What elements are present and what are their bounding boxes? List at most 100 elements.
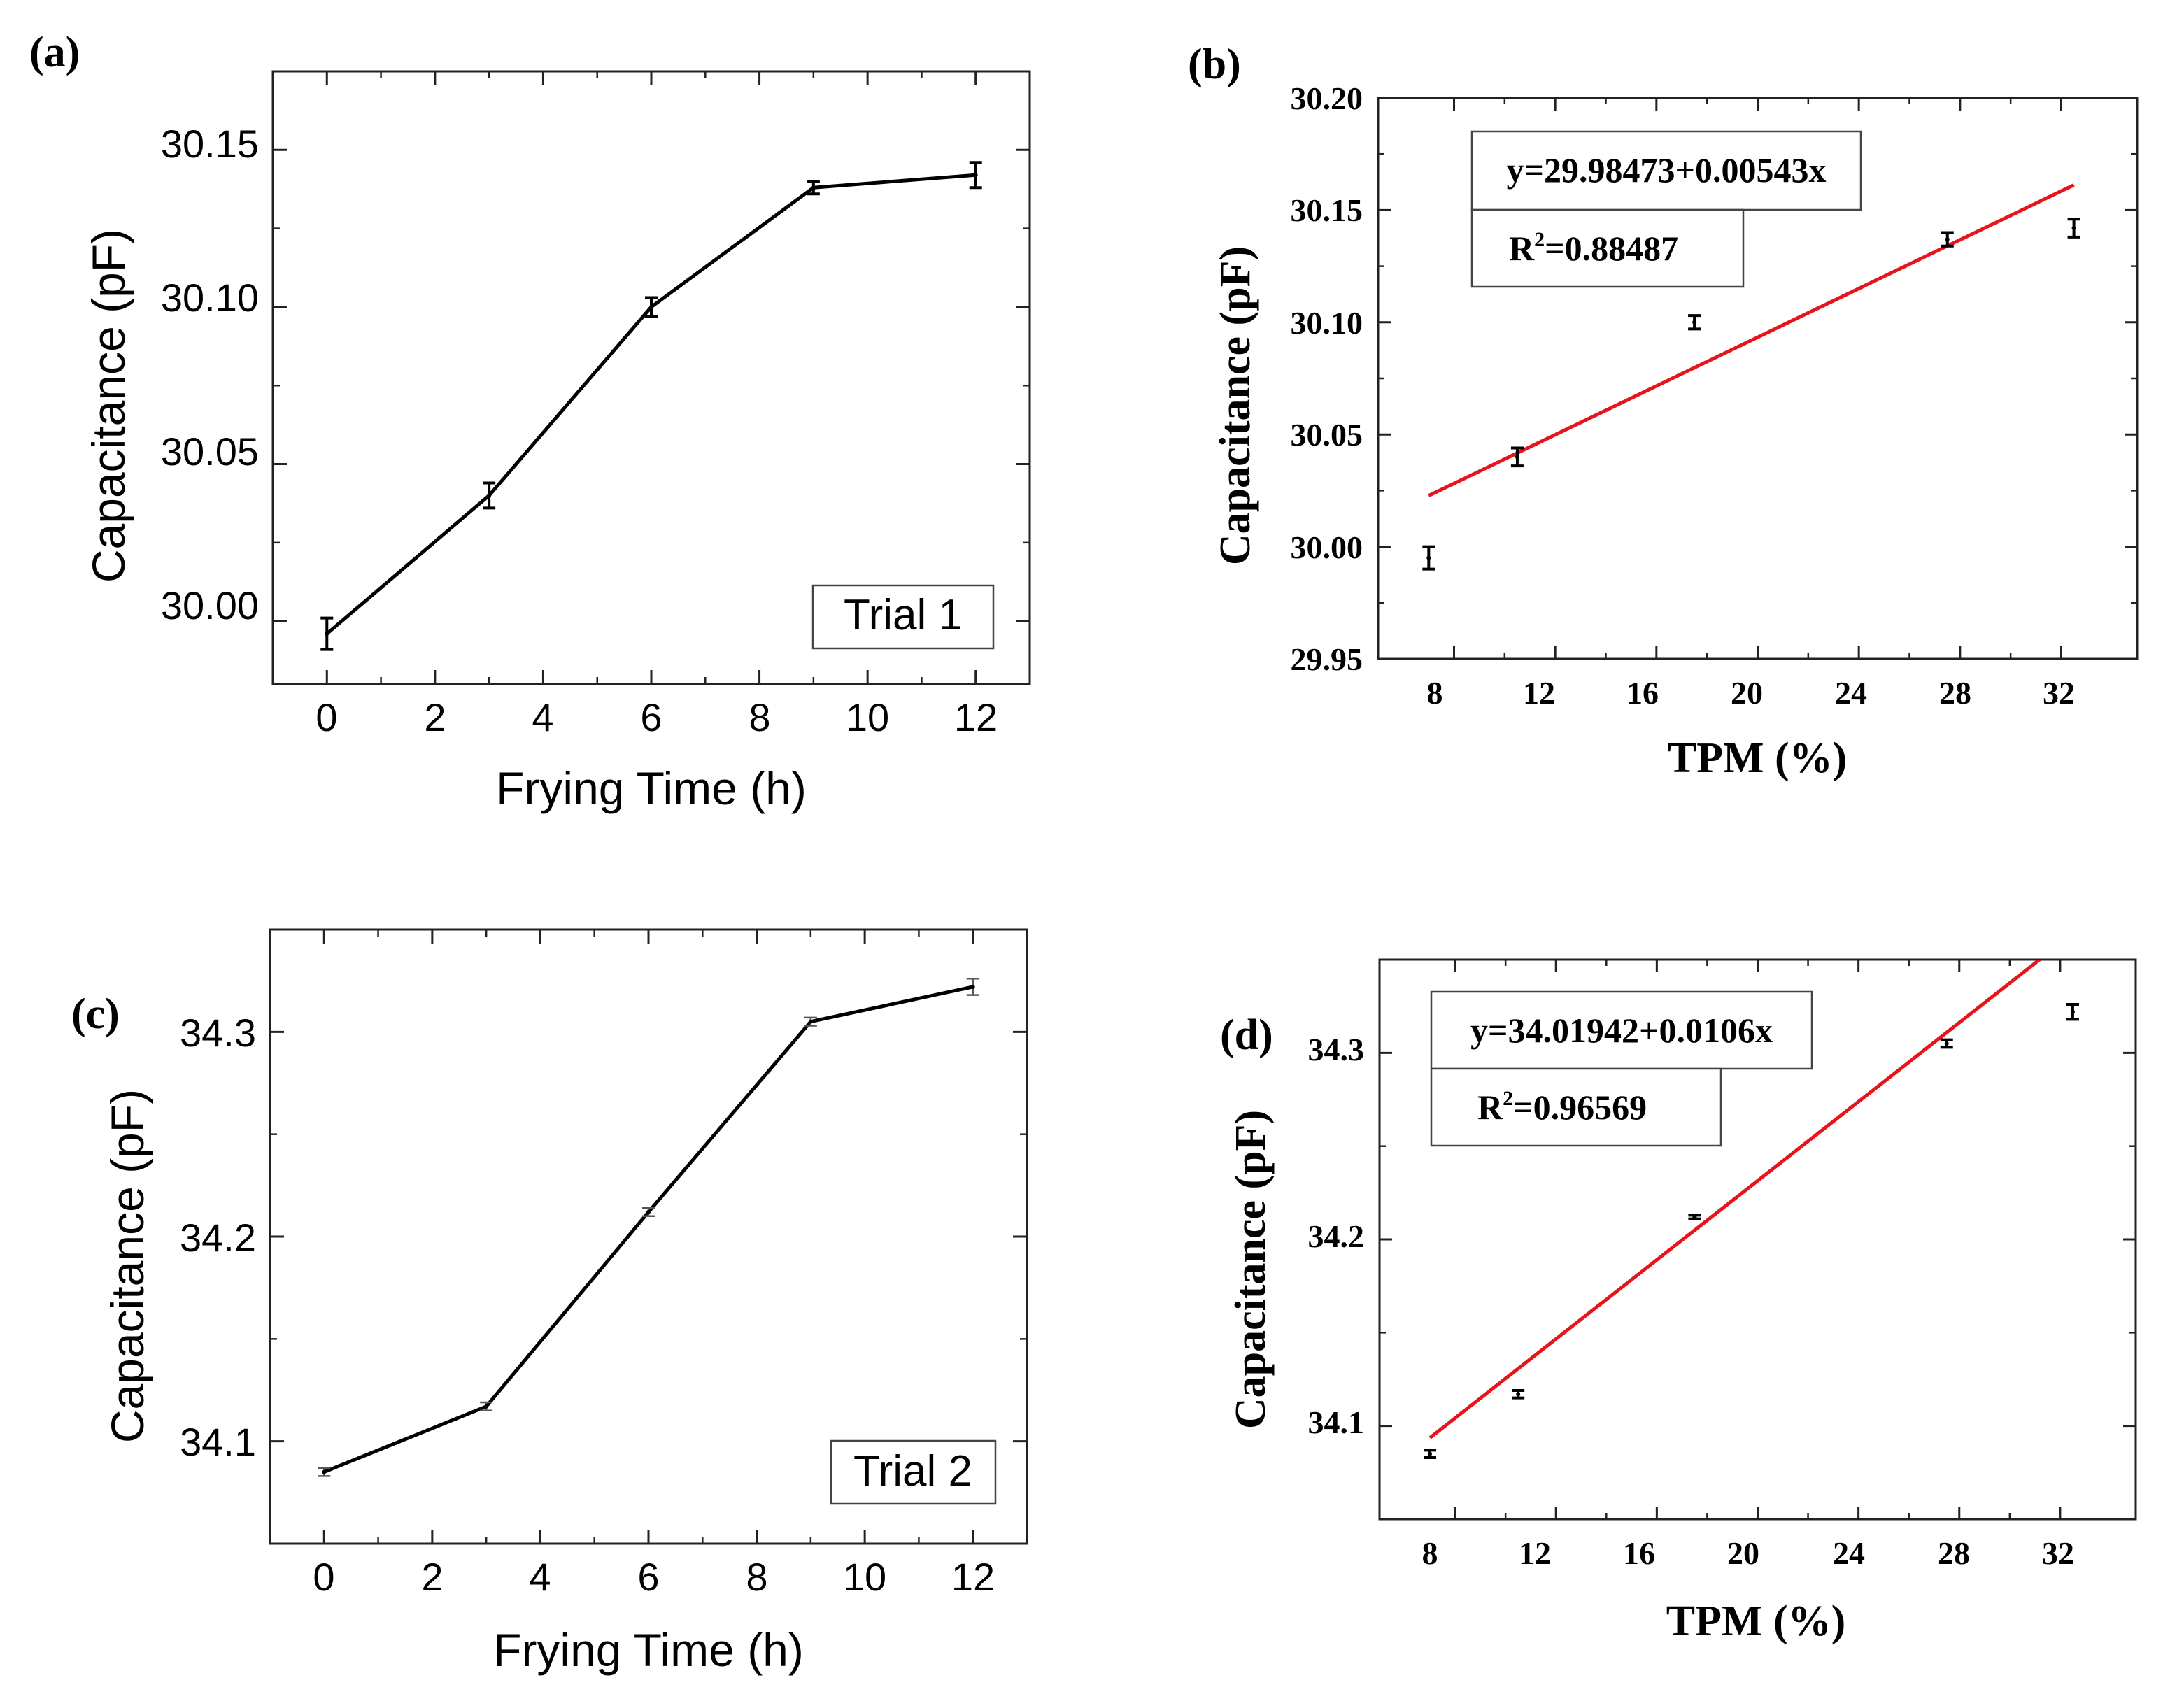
chart-d-x-axis-title: TPM (%): [1666, 1597, 1846, 1645]
chart-c-x-tick-label: 6: [637, 1555, 659, 1599]
chart-c-legend: Trial 2: [830, 1439, 997, 1505]
chart-a-y-tick-label: 30.00: [161, 583, 259, 627]
chart-a-data-point: [487, 493, 492, 498]
chart-d-equation-box: [1430, 990, 1813, 1070]
chart-d-fit-line: [1428, 960, 2043, 1439]
chart-b-x-axis-title: TPM (%): [1668, 734, 1848, 782]
chart-b-data-point: [1692, 320, 1697, 325]
chart-b-data-point: [1426, 555, 1431, 560]
chart-d-equation: y=34.01942+0.0106x: [1470, 1011, 1773, 1050]
chart-d-r2-superscript: 2: [1503, 1087, 1513, 1110]
chart-a-x-tick-label: 12: [954, 695, 998, 739]
chart-a-y-axis-title: Capacitance (pF): [83, 229, 134, 583]
chart-b-r2: R2=0.88487: [1509, 228, 1678, 268]
chart-d-data-point: [1428, 1451, 1433, 1456]
chart-b-x-tick-label: 16: [1626, 675, 1659, 711]
chart-b-r2-box: [1470, 208, 1745, 288]
chart-c-legend-box: [830, 1439, 997, 1505]
chart-b-y-axis-title: Capacitance (pF): [1212, 246, 1259, 565]
panel-label-d: (d): [1220, 1011, 1273, 1059]
chart-d-x-tick-label: 24: [1833, 1535, 1865, 1571]
chart-d-x-tick-label: 32: [2042, 1535, 2074, 1571]
chart-c-x-tick-labels: 0 2 4 6 8 10 12: [313, 1555, 995, 1599]
chart-c-y-tick-label: 34.3: [180, 1011, 256, 1055]
chart-b-x-tick-labels: 8 12 16 20 24 28 32: [1427, 675, 2076, 711]
chart-c-data-point: [322, 1469, 327, 1474]
chart-b-y-tick-label: 30.10: [1291, 305, 1363, 341]
chart-c-x-tick-label: 8: [746, 1555, 767, 1599]
chart-d-y-tick-label: 34.1: [1308, 1404, 1365, 1440]
chart-a-x-tick-label: 4: [532, 695, 553, 739]
chart-a-y-tick-labels: 30.15 30.10 30.05 30.00: [161, 122, 259, 627]
chart-d-x-tick-label: 20: [1727, 1535, 1759, 1571]
chart-b-r2-superscript: 2: [1534, 228, 1545, 251]
chart-a-x-tick-label: 0: [315, 695, 337, 739]
chart-a-marks: [273, 71, 1030, 684]
chart-c-x-axis-title: Frying Time (h): [493, 1624, 804, 1676]
chart-b-fit-annotation: y=29.98473+0.00543x R2=0.88487: [1470, 130, 1862, 288]
chart-a-x-tick-label: 2: [424, 695, 446, 739]
chart-a-data-point: [325, 632, 329, 636]
chart-c-y-tick-label: 34.1: [180, 1420, 256, 1464]
chart-b-x-tick-label: 24: [1835, 675, 1867, 711]
chart-b-y-tick-labels: 30.20 30.15 30.10 30.05 30.00 29.95: [1291, 80, 1363, 677]
chart-a-legend: Trial 1: [811, 584, 995, 650]
chart-d-y-tick-label: 34.2: [1308, 1218, 1365, 1254]
chart-a-data-point: [973, 173, 978, 178]
chart-b-x-tick-label: 28: [1939, 675, 1971, 711]
chart-d-data-point: [1516, 1392, 1521, 1397]
chart-b-y-tick-label: 30.20: [1291, 80, 1363, 116]
chart-d-r2-box: [1430, 1067, 1722, 1147]
chart-c-x-tick-label: 12: [951, 1555, 995, 1599]
chart-b-r2-label: R: [1509, 229, 1535, 268]
chart-a-data-point: [649, 304, 653, 309]
chart-d-data-point: [1944, 1041, 1949, 1046]
chart-a-x-tick-label: 6: [640, 695, 662, 739]
chart-d-x-tick-labels: 8 12 16 20 24 28 32: [1422, 1535, 2075, 1571]
chart-c-x-tick-label: 10: [843, 1555, 886, 1599]
chart-c-x-tick-label: 2: [421, 1555, 443, 1599]
chart-b-y-tick-label: 30.00: [1291, 529, 1363, 565]
panel-label-b: (b): [1188, 41, 1241, 88]
chart-b-r2-value: =0.88487: [1545, 229, 1678, 268]
chart-b-x-tick-label: 32: [2043, 675, 2075, 711]
chart-a-x-tick-label: 10: [846, 695, 889, 739]
chart-a-data-point: [811, 185, 816, 190]
chart-c-y-tick-label: 34.2: [180, 1216, 256, 1260]
chart-a-y-tick-label: 30.05: [161, 429, 259, 474]
chart-b-x-tick-label: 20: [1731, 675, 1763, 711]
chart-a-legend-label: Trial 1: [844, 591, 963, 639]
chart-d-y-tick-label: 34.3: [1308, 1032, 1365, 1067]
chart-d-y-axis-title: Capacitance (pF): [1227, 1110, 1275, 1429]
chart-c-data-point: [808, 1019, 813, 1024]
chart-c-data-point: [646, 1209, 651, 1214]
chart-c-data-point: [970, 984, 975, 989]
chart-c-legend-label: Trial 2: [853, 1447, 972, 1495]
chart-d-x-tick-label: 12: [1519, 1535, 1551, 1571]
chart-b-data-point: [2071, 226, 2076, 231]
chart-a-y-tick-label: 30.10: [161, 276, 259, 320]
chart-d-marks: [1380, 960, 2136, 1519]
chart-d-data-point: [1692, 1215, 1697, 1219]
chart-b-fit-line: [1428, 183, 2075, 497]
chart-a-x-tick-labels: 0 2 4 6 8 10 12: [315, 695, 998, 739]
chart-a-legend-box: [811, 584, 995, 650]
chart-d-r2-value: =0.96569: [1513, 1088, 1647, 1127]
chart-b-y-tick-label: 29.95: [1291, 641, 1363, 677]
chart-b-data-point: [1945, 237, 1950, 242]
chart-d-data-point: [2070, 1009, 2075, 1014]
chart-b-y-tick-label: 30.15: [1291, 192, 1363, 228]
chart-d-r2-label: R: [1477, 1088, 1503, 1127]
chart-d-x-tick-label: 28: [1938, 1535, 1970, 1571]
chart-c-marks: [270, 930, 1027, 1544]
chart-c-y-axis-title: Capacitance (pF): [101, 1089, 153, 1443]
chart-b-y-tick-label: 30.05: [1291, 417, 1363, 453]
chart-c-x-tick-label: 0: [313, 1555, 334, 1599]
chart-b-x-tick-label: 12: [1523, 675, 1555, 711]
chart-a: 30.15 30.10 30.05 30.00 0 2 4 6 8 10 12 …: [83, 70, 1031, 814]
chart-a-x-tick-label: 8: [749, 695, 770, 739]
chart-b-equation-box: [1470, 130, 1862, 211]
chart-d-x-tick-label: 8: [1422, 1535, 1438, 1571]
